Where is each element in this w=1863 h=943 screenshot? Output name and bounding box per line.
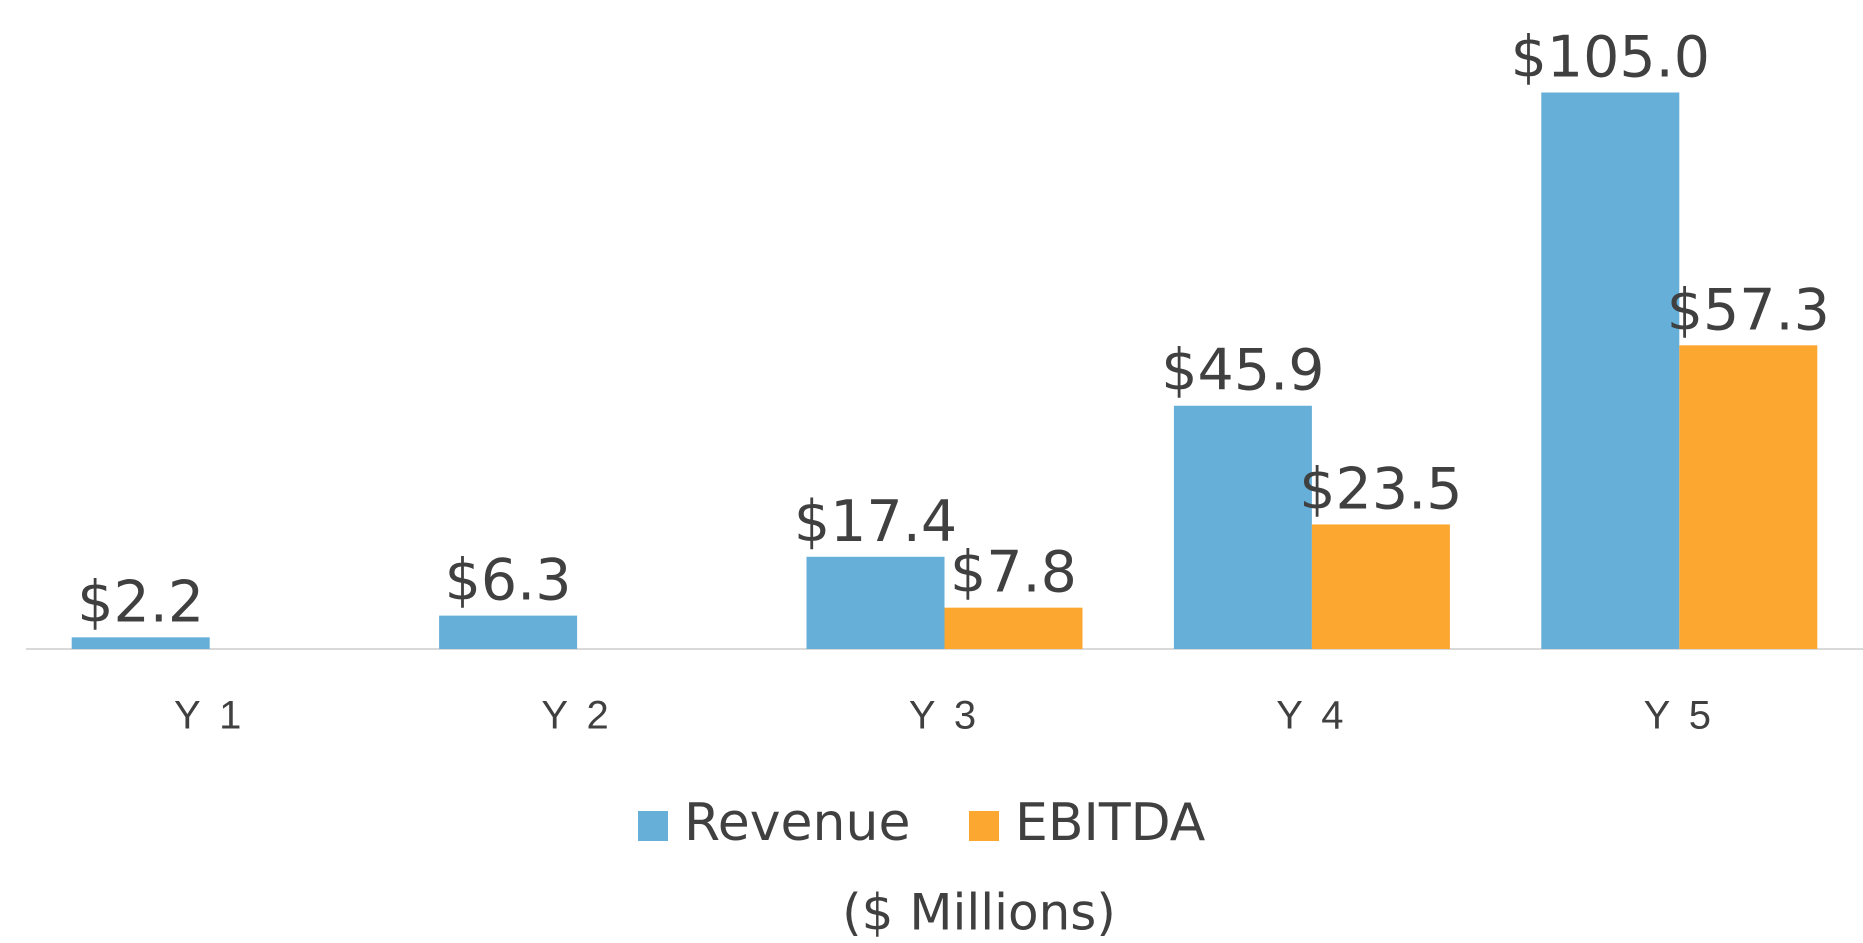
x-tick-label: Y 5: [1644, 694, 1715, 738]
chart-subtitle: ($ Millions): [842, 884, 1116, 942]
data-label: $105.0: [1511, 25, 1710, 91]
data-label: $17.4: [794, 489, 957, 555]
bar: [1679, 345, 1818, 649]
bar: [439, 615, 578, 649]
data-label: $45.9: [1161, 338, 1324, 404]
data-label: $57.3: [1667, 277, 1830, 343]
x-tick-label: Y 1: [174, 694, 245, 738]
bar: [1541, 92, 1680, 649]
legend-swatch: [969, 811, 999, 841]
bar: [1311, 524, 1450, 649]
bar: [944, 607, 1083, 649]
data-label: $7.8: [950, 540, 1077, 606]
bar: [1173, 405, 1312, 649]
legend-label: Revenue: [684, 793, 910, 853]
bar: [71, 637, 210, 649]
x-tick-label: Y 4: [1276, 694, 1347, 738]
data-label: $2.2: [77, 569, 204, 635]
bar: [806, 556, 945, 649]
x-tick-label: Y 2: [541, 694, 612, 738]
legend-label: EBITDA: [1015, 793, 1206, 853]
legend-swatch: [638, 811, 668, 841]
data-label: $6.3: [445, 548, 572, 614]
data-label: $23.5: [1299, 456, 1462, 522]
x-tick-label: Y 3: [909, 694, 980, 738]
